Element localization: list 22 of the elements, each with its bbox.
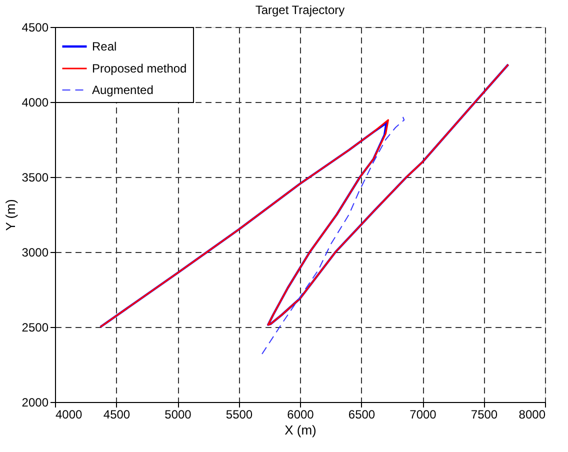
legend-label: Real [92, 40, 117, 54]
x-axis-title: X (m) [284, 422, 316, 438]
y-tick-label: 4000 [22, 96, 49, 110]
legend-label: Proposed method [92, 62, 187, 76]
y-tick-label: 4500 [22, 20, 49, 34]
x-tick-label: 4500 [103, 408, 130, 422]
x-tick-label: 5000 [164, 408, 192, 422]
x-tick-label: 6000 [287, 408, 314, 422]
x-tick-label: 5500 [226, 408, 253, 422]
chart-title: Target Trajectory [255, 3, 345, 17]
line-series [262, 116, 405, 354]
y-tick-label: 2500 [22, 320, 49, 334]
y-tick-label: 2000 [22, 396, 49, 410]
y-axis-title: Y (m) [2, 199, 18, 231]
x-tick-label: 4000 [56, 408, 83, 422]
x-tick-label: 7000 [410, 408, 437, 422]
y-tick-label: 3500 [22, 170, 49, 184]
legend-label: Augmented [92, 83, 154, 97]
x-tick-label: 6500 [348, 408, 376, 422]
x-tick-label: 8000 [518, 408, 546, 422]
y-tick-label: 3000 [22, 246, 49, 260]
x-tick-label: 7500 [470, 408, 498, 422]
